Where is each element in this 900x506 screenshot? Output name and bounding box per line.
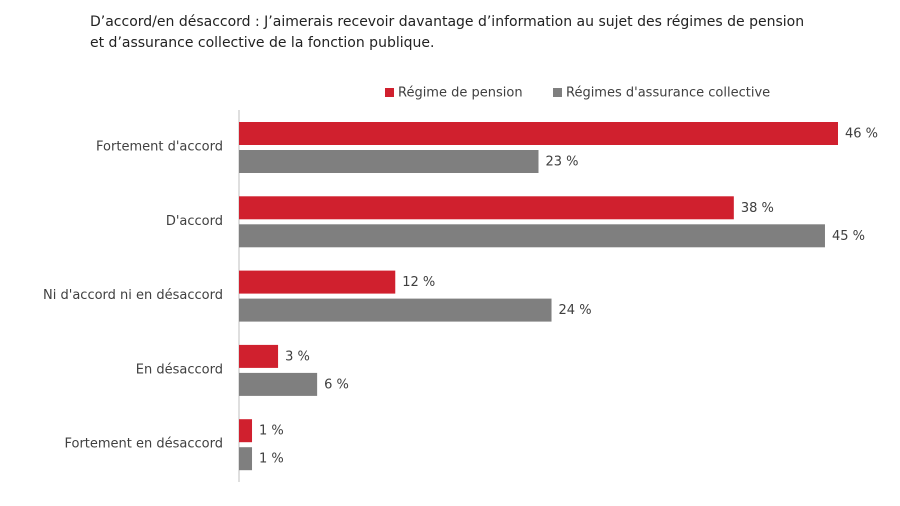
legend-swatch xyxy=(553,88,562,97)
legend-swatch xyxy=(385,88,394,97)
bar xyxy=(239,196,734,220)
legend-label: Régimes d'assurance collective xyxy=(566,86,770,101)
bar xyxy=(239,122,838,145)
value-label: 24 % xyxy=(559,303,592,318)
value-label: 12 % xyxy=(402,275,435,290)
value-label: 3 % xyxy=(285,349,310,364)
value-label: 1 % xyxy=(259,452,284,467)
y-tick-label: En désaccord xyxy=(136,362,223,377)
bar xyxy=(239,298,552,322)
value-label: 45 % xyxy=(832,229,865,244)
y-tick-label: Fortement d'accord xyxy=(96,140,223,155)
bar xyxy=(239,224,825,248)
bar xyxy=(239,419,253,443)
value-label: 38 % xyxy=(741,201,774,216)
value-label: 46 % xyxy=(845,127,878,142)
bar xyxy=(239,447,253,471)
bar xyxy=(239,270,396,294)
y-tick-label: Ni d'accord ni en désaccord xyxy=(43,288,223,303)
value-label: 1 % xyxy=(259,424,284,439)
y-tick-label: D'accord xyxy=(166,214,223,229)
value-label: 23 % xyxy=(546,155,579,170)
legend-label: Régime de pension xyxy=(398,86,523,101)
y-tick-label: Fortement en désaccord xyxy=(64,437,223,452)
value-label: 6 % xyxy=(324,377,349,392)
bar xyxy=(239,372,318,396)
bar xyxy=(239,344,279,368)
chart-title: D’accord/en désaccord : J’aimerais recev… xyxy=(90,14,805,51)
bar xyxy=(239,150,539,173)
